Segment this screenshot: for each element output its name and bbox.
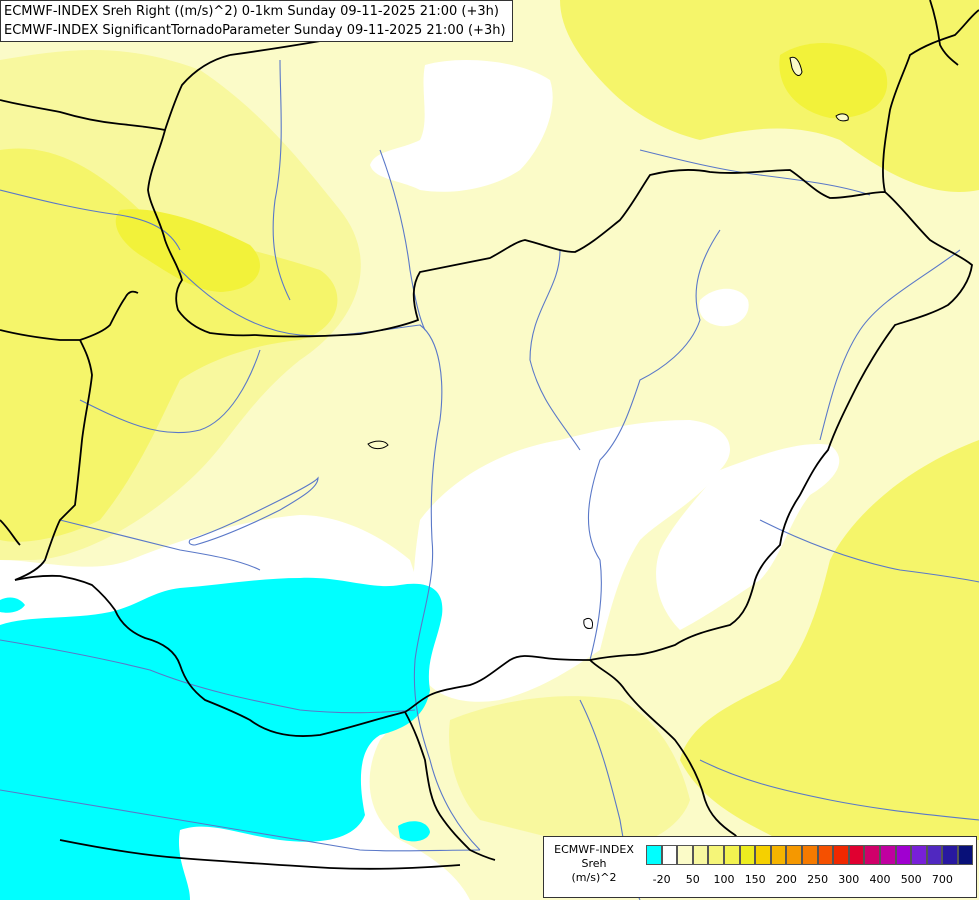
legend-tick-label: 100 [713, 873, 735, 886]
cyan-area-southwest [0, 577, 443, 900]
legend-swatch [770, 845, 787, 865]
legend-swatch [911, 845, 927, 865]
river-raba [79, 349, 261, 434]
map-title-line-2: ECMWF-INDEX SignificantTornadoParameter … [4, 23, 506, 38]
legend-swatch [739, 845, 756, 865]
legend-swatch [895, 845, 912, 865]
legend-swatch [879, 845, 896, 865]
river-danube [179, 269, 481, 851]
river-east-1 [819, 249, 961, 441]
legend-swatch [942, 845, 958, 865]
legend-tick-label: 150 [744, 873, 766, 886]
legend-swatch [692, 845, 709, 865]
legend-swatch [864, 845, 880, 865]
yellow-field-south [449, 696, 690, 850]
border-hungary [14, 168, 973, 737]
yellow-field-northeast-bright [779, 43, 888, 119]
border-ukraine [882, 9, 979, 193]
border-northwest [0, 290, 139, 341]
legend-swatch [661, 845, 678, 865]
river-hron [379, 149, 426, 331]
river-mur [59, 519, 261, 571]
legend-tick-label: 700 [931, 873, 953, 886]
border-slovenia-croatia [0, 519, 21, 546]
yellow-field-west-bright [115, 209, 260, 292]
island-4 [583, 617, 593, 629]
river-east-2 [759, 519, 979, 583]
river-south-2 [699, 759, 979, 821]
lake-balaton [188, 476, 319, 546]
legend-tick-label: 200 [775, 873, 797, 886]
island-1 [367, 440, 389, 450]
legend-tick-label: 300 [838, 873, 860, 886]
legend-tick-label: 250 [807, 873, 829, 886]
legend-tick-label: -20 [652, 873, 671, 886]
legend-swatch [957, 845, 974, 865]
yellow-field-southeast [680, 440, 979, 840]
white-area-center [413, 420, 730, 702]
border-croatia-bosnia [59, 839, 461, 870]
legend-title: ECMWF-INDEX Sreh (m/s)^2 [544, 843, 644, 885]
white-area-spot [699, 288, 749, 327]
border-austria-slovenia [14, 339, 93, 581]
legend-title-line-2: Sreh [581, 857, 607, 870]
river-sava [0, 789, 481, 852]
border-east [929, 0, 959, 66]
legend-title-line-1: ECMWF-INDEX [554, 843, 634, 856]
legend-swatches [646, 845, 974, 865]
yellow-field-west-core [0, 148, 338, 542]
yellow-field-northeast [560, 0, 979, 192]
island-3 [835, 113, 849, 122]
river-tisza [587, 229, 721, 661]
cyan-area-islet [398, 821, 430, 842]
legend-swatch [723, 845, 740, 865]
river-west-1 [0, 189, 181, 251]
legend-tick-label: 50 [685, 873, 700, 886]
legend-swatch [817, 845, 834, 865]
color-legend: ECMWF-INDEX Sreh (m/s)^2 -20 50 100 150 200 2… [543, 836, 977, 898]
legend-swatch [833, 845, 849, 865]
legend-swatch [848, 845, 865, 865]
legend-tick-label: 400 [869, 873, 891, 886]
legend-swatch [801, 845, 818, 865]
white-area-east [656, 444, 840, 630]
cyan-area-strip [0, 597, 25, 613]
legend-swatch [677, 845, 693, 865]
legend-swatch [786, 845, 802, 865]
river-north-1 [272, 59, 291, 301]
border-czech [0, 54, 231, 132]
rivers [0, 59, 979, 900]
map-title-line-1: ECMWF-INDEX Sreh Right ((m/s)^2) 0-1km S… [4, 4, 499, 19]
legend-ticks: -20 50 100 150 200 250 300 400 500 700 [646, 873, 976, 889]
legend-title-line-3: (m/s)^2 [571, 871, 617, 884]
legend-swatch [926, 845, 943, 865]
river-drava [0, 639, 416, 714]
legend-swatch [646, 845, 662, 865]
white-area-north [370, 60, 553, 192]
legend-tick-label: 500 [900, 873, 922, 886]
legend-swatch [755, 845, 771, 865]
river-northeast [639, 149, 871, 196]
island-2 [789, 56, 803, 76]
river-north-2 [529, 249, 581, 451]
border-croatia-serbia [404, 711, 496, 861]
map-title-box: ECMWF-INDEX Sreh Right ((m/s)^2) 0-1km S… [0, 0, 513, 42]
border-slovakia-austria [147, 129, 256, 337]
legend-swatch [708, 845, 724, 865]
